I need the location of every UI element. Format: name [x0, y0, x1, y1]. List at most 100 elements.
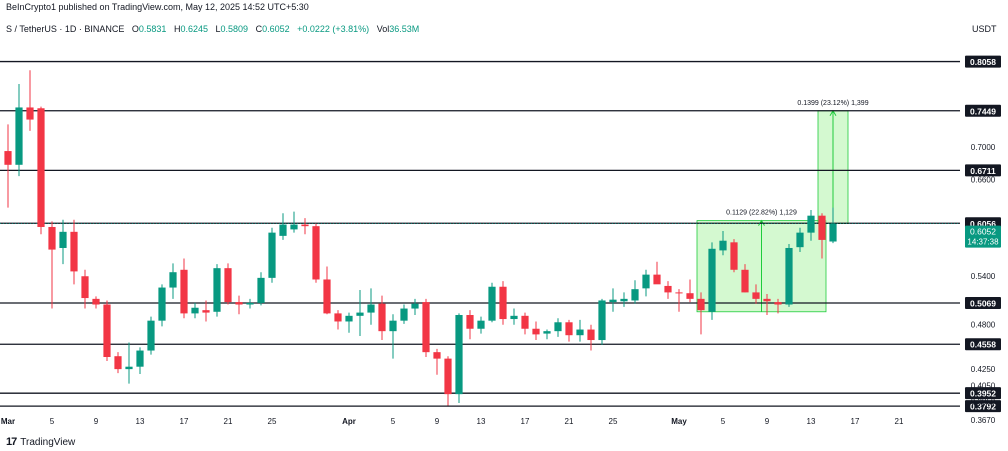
candle-body — [246, 302, 254, 305]
candle-body — [433, 352, 441, 359]
measure-label: 0.1399 (23.12%) 1,399 — [797, 100, 868, 107]
level-badge — [965, 400, 1001, 413]
candle-body — [664, 285, 672, 293]
candle-body — [741, 269, 749, 293]
candle-body — [257, 277, 265, 303]
candle-body — [400, 308, 408, 321]
x-tick-label: 21 — [224, 417, 233, 426]
candle-body — [686, 293, 694, 299]
candle-body — [730, 242, 738, 270]
candle-body — [818, 215, 826, 240]
y-tick-label: 0.3850 — [971, 397, 996, 406]
candle-body — [290, 224, 298, 230]
candle-body — [653, 274, 661, 285]
candle-body — [323, 279, 331, 314]
candle-body — [411, 303, 419, 309]
candle-body — [158, 287, 166, 321]
x-tick-label: 9 — [435, 417, 440, 426]
x-tick-label: 17 — [180, 417, 189, 426]
candle-body — [752, 292, 760, 299]
level-badge — [965, 387, 1001, 400]
y-tick-label: 0.4050 — [971, 381, 996, 390]
candle-body — [763, 298, 771, 302]
candle-body — [642, 274, 650, 289]
last-price-label: 0.6052 — [970, 227, 996, 237]
symbol-name[interactable]: S / TetherUS · 1D · BINANCE — [6, 24, 125, 34]
x-tick-label: 25 — [268, 417, 277, 426]
x-tick-label: 21 — [565, 417, 574, 426]
candle-body — [697, 298, 705, 311]
candle-body — [345, 315, 353, 322]
level-badge — [965, 338, 1001, 351]
y-tick-label: 0.7000 — [971, 143, 996, 152]
level-label: 0.8058 — [970, 57, 996, 67]
y-tick-label: 0.3670 — [971, 416, 996, 425]
low-value: 0.5809 — [220, 24, 249, 34]
candle-body — [279, 224, 287, 236]
candle-body — [70, 231, 78, 272]
close-label: C — [255, 24, 263, 34]
candle-body — [15, 107, 23, 165]
level-label: 0.5069 — [970, 298, 996, 308]
x-tick-label: 21 — [895, 417, 904, 426]
symbol-legend: S / TetherUS · 1D · BINANCE O0.5831 H0.6… — [6, 24, 419, 34]
candle-body — [136, 350, 144, 367]
candle-body — [576, 329, 584, 336]
level-badge — [965, 296, 1001, 309]
level-label: 0.3952 — [970, 389, 996, 399]
candle-body — [675, 292, 683, 294]
y-tick-label: 0.4250 — [971, 365, 996, 374]
candle-body — [37, 108, 45, 227]
low-label: L — [215, 24, 221, 34]
candle-body — [92, 298, 100, 305]
candle-body — [367, 304, 375, 313]
candle-body — [510, 315, 518, 320]
candle-body — [147, 320, 155, 351]
candle-body — [466, 315, 474, 329]
candle-body — [829, 223, 837, 242]
high-value: 0.6245 — [180, 24, 208, 34]
candle-body — [521, 315, 529, 329]
candle-body — [48, 226, 56, 250]
level-label: 0.3792 — [970, 402, 996, 412]
x-tick-label: 13 — [477, 417, 486, 426]
level-label: 0.6711 — [970, 166, 996, 176]
candle-body — [499, 286, 507, 320]
candle-body — [389, 320, 397, 332]
candle-body — [125, 366, 133, 370]
candle-body — [235, 302, 243, 305]
level-label: 0.7449 — [970, 106, 996, 116]
level-label: 0.6056 — [970, 219, 996, 229]
high-label: H — [173, 24, 181, 34]
candle-body — [554, 322, 562, 332]
candle-body — [224, 268, 232, 303]
measure-label: 0.1129 (22.82%) 1,129 — [726, 210, 797, 217]
candle-body — [598, 300, 606, 341]
candle-body — [587, 329, 595, 341]
candle-body — [81, 276, 89, 299]
candle-body — [708, 248, 716, 312]
candle-body — [59, 231, 67, 248]
candle-body — [807, 215, 815, 233]
candle-body — [312, 226, 320, 280]
x-tick-label: Apr — [342, 417, 356, 426]
level-badge — [965, 55, 1001, 68]
countdown-label: 14:37:38 — [967, 238, 999, 247]
open-value: 0.5831 — [138, 24, 167, 34]
currency-label[interactable]: USDT — [972, 24, 997, 34]
candle-body — [191, 307, 199, 314]
x-tick-label: 13 — [136, 417, 145, 426]
candle-body — [4, 151, 12, 165]
candle-body — [103, 304, 111, 358]
candle-body — [268, 232, 276, 278]
tradingview-logo[interactable]: 17 TradingView — [6, 436, 75, 448]
candle-body — [774, 302, 782, 305]
x-tick-label: May — [671, 417, 687, 426]
level-badge — [965, 164, 1001, 177]
candle-body — [378, 303, 386, 332]
y-tick-label: 0.4800 — [971, 321, 996, 330]
candle-body — [301, 224, 309, 227]
candle-body — [620, 298, 628, 302]
candle-body — [455, 315, 463, 395]
